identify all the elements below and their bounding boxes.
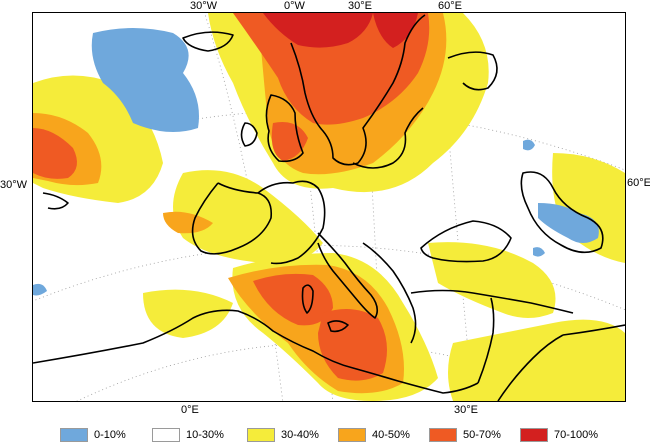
orange-region-central	[163, 211, 213, 234]
coastline-north-russia	[447, 51, 498, 91]
coastline-scandinavia	[290, 14, 426, 166]
coastline-turkey	[410, 289, 574, 314]
legend: 0-10% 10-30% 30-40% 40-50% 50-70% 70-100…	[60, 428, 640, 446]
yellow-region-far-east	[552, 153, 625, 263]
coastline-balkans	[362, 242, 417, 344]
coastlines	[33, 14, 625, 401]
band-0-10	[33, 28, 599, 296]
top-tick-0w: 0°W	[284, 0, 305, 12]
red-region-north	[233, 13, 430, 125]
legend-label: 50-70%	[463, 429, 501, 441]
coastline-black-sea	[420, 220, 512, 263]
bottom-tick-30e: 30°E	[454, 404, 478, 416]
legend-swatch	[152, 428, 180, 442]
top-tick-60e: 60°E	[438, 0, 462, 12]
legend-swatch	[429, 428, 457, 442]
coastline-levant	[477, 297, 495, 384]
blue-region-small	[523, 139, 535, 151]
coastline-uk	[265, 94, 304, 163]
left-tick-30w: 30°W	[0, 179, 28, 191]
coastline-france	[257, 180, 326, 265]
yellow-region-se	[448, 319, 625, 401]
legend-item-70-100: 70-100%	[520, 428, 598, 442]
darkred-region-north	[263, 13, 373, 48]
legend-swatch	[247, 428, 275, 442]
red-region-atlantic	[33, 128, 77, 179]
coastline-sardinia	[301, 284, 314, 314]
coastline-africa	[33, 309, 479, 394]
yellow-region-southwest	[143, 289, 233, 338]
red-region-italy	[253, 273, 333, 326]
legend-label: 40-50%	[372, 429, 410, 441]
coastline-ireland	[240, 122, 258, 147]
legend-label: 10-30%	[186, 429, 224, 441]
probability-map	[33, 13, 625, 401]
map-frame	[32, 12, 626, 402]
top-tick-30e: 30°E	[348, 0, 372, 12]
red-region-uk	[271, 122, 308, 161]
legend-swatch	[60, 428, 88, 442]
legend-item-40-50: 40-50%	[338, 428, 410, 442]
right-tick-60e: 60°E	[627, 177, 650, 189]
legend-item-10-30: 10-30%	[152, 428, 224, 442]
darkred-region-baltic	[373, 13, 418, 48]
legend-label: 0-10%	[94, 429, 126, 441]
coastline-sicily	[327, 320, 349, 333]
bottom-tick-0e: 0°E	[181, 404, 199, 416]
coastline-red-sea	[497, 334, 564, 401]
legend-item-30-40: 30-40%	[247, 428, 319, 442]
top-tick-30w: 30°W	[190, 0, 218, 12]
legend-item-0-10: 0-10%	[60, 428, 126, 442]
coastline-caspian	[520, 171, 604, 254]
legend-item-50-70: 50-70%	[429, 428, 501, 442]
coastline-greenland-tip	[42, 192, 69, 210]
coastline-iceland	[182, 31, 234, 52]
coastline-italy	[317, 232, 379, 319]
blue-region-caspian	[538, 203, 599, 243]
legend-label: 30-40%	[281, 429, 319, 441]
coastline-arabia	[562, 324, 625, 336]
blue-region-west	[33, 283, 47, 296]
band-70-100	[263, 13, 418, 48]
legend-label: 70-100%	[554, 429, 599, 441]
legend-swatch	[520, 428, 548, 442]
parallel-line	[33, 245, 625, 311]
coastline-baltic	[352, 107, 424, 169]
legend-swatch	[338, 428, 366, 442]
blue-region-north-atlantic	[91, 28, 199, 132]
blue-region-small	[533, 247, 545, 257]
